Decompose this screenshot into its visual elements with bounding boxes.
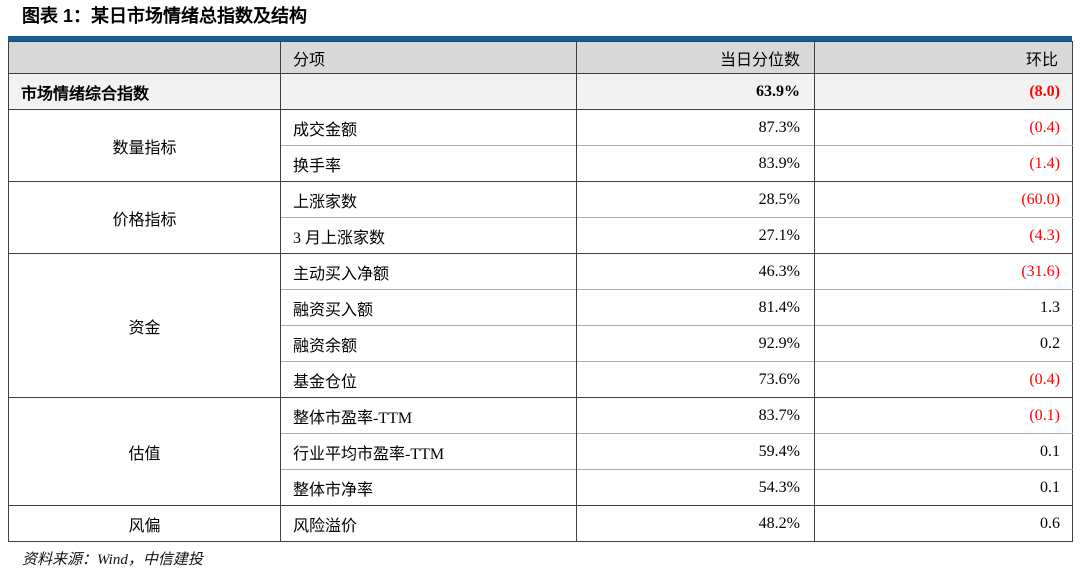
change-cell: (1.4) [814, 145, 1073, 182]
percentile-cell: 28.5% [576, 181, 815, 218]
table-row: 资金 主动买入净额 46.3% (31.6) [8, 253, 1073, 398]
subitem-cell: 整体市盈率-TTM [280, 397, 577, 434]
change-cell: (31.6) [814, 253, 1073, 290]
percentile-cell: 27.1% [576, 217, 815, 254]
percentile-cell: 83.7% [576, 397, 815, 434]
summary-percentile: 63.9% [576, 73, 815, 110]
change-cell: (4.3) [814, 217, 1073, 254]
data-table: 分项 当日分位数 环比 市场情绪综合指数 63.9% (8.0) 数量指标 成交金额 87… [8, 41, 1073, 542]
subitem-cell: 风险溢价 [280, 505, 577, 542]
subitem-cell: 换手率 [280, 145, 577, 182]
subitem-cell: 行业平均市盈率-TTM [280, 433, 577, 470]
category-cell: 估值 [8, 397, 281, 506]
percentile-cell: 83.9% [576, 145, 815, 182]
change-cell: 0.1 [814, 469, 1073, 506]
subitem-cell: 基金仓位 [280, 361, 577, 398]
percentile-cell: 54.3% [576, 469, 815, 506]
summary-subitem [280, 73, 577, 110]
subitem-cell: 融资买入额 [280, 289, 577, 326]
category-cell: 数量指标 [8, 109, 281, 182]
table-row: 融资买入额 81.4% 1.3 [9, 289, 1073, 326]
table-body: 市场情绪综合指数 63.9% (8.0) 数量指标 成交金额 87.3% (0.4) 换手率 8… [8, 73, 1073, 542]
subitem-cell: 整体市净率 [280, 469, 577, 506]
summary-change: (8.0) [814, 73, 1073, 110]
header-row: 分项 当日分位数 环比 [8, 41, 1073, 74]
table-row: 数量指标 成交金额 87.3% (0.4) [8, 109, 1073, 182]
table-row: 风偏 风险溢价 48.2% 0.6 [8, 505, 1073, 542]
subitem-cell: 成交金额 [280, 109, 577, 146]
subitem-cell: 主动买入净额 [280, 253, 577, 290]
category-cell: 资金 [8, 253, 281, 398]
header-category [8, 41, 281, 74]
figure-title: 图表 1：某日市场情绪总指数及结构 [22, 6, 308, 26]
table-row: 估值 整体市盈率-TTM 83.7% (0.1) [8, 397, 1073, 506]
header-subitem: 分项 [280, 41, 577, 74]
category-cell: 价格指标 [8, 181, 281, 254]
percentile-cell: 92.9% [576, 325, 815, 362]
category-cell: 风偏 [8, 505, 281, 542]
summary-row: 市场情绪综合指数 63.9% (8.0) [8, 73, 1073, 110]
table-row: 整体市净率 54.3% 0.1 [9, 469, 1073, 506]
change-cell: (0.1) [814, 397, 1073, 434]
table-row: 基金仓位 73.6% (0.4) [9, 361, 1073, 398]
source-note: 资料来源：Wind，中信建投 [22, 552, 203, 568]
percentile-cell: 46.3% [576, 253, 815, 290]
change-cell: (60.0) [814, 181, 1073, 218]
percentile-cell: 87.3% [576, 109, 815, 146]
table-row: 融资余额 92.9% 0.2 [9, 325, 1073, 362]
subitem-cell: 上涨家数 [280, 181, 577, 218]
change-cell: 0.6 [814, 505, 1073, 542]
change-cell: (0.4) [814, 361, 1073, 398]
percentile-cell: 81.4% [576, 289, 815, 326]
percentile-cell: 48.2% [576, 505, 815, 542]
sentiment-index-table: 分项 当日分位数 环比 市场情绪综合指数 63.9% (8.0) 数量指标 成交金额 87… [8, 36, 1073, 542]
table-top-accent-bar [8, 36, 1072, 41]
change-cell: 1.3 [814, 289, 1073, 326]
change-cell: 0.2 [814, 325, 1073, 362]
table-row: 行业平均市盈率-TTM 59.4% 0.1 [9, 433, 1073, 470]
header-percentile: 当日分位数 [576, 41, 815, 74]
table-row: 换手率 83.9% (1.4) [9, 145, 1073, 182]
change-cell: 0.1 [814, 433, 1073, 470]
summary-label: 市场情绪综合指数 [8, 73, 281, 110]
subitem-cell: 3 月上涨家数 [280, 217, 577, 254]
table-row: 价格指标 上涨家数 28.5% (60.0) [8, 181, 1073, 254]
table-row: 3 月上涨家数 27.1% (4.3) [9, 217, 1073, 254]
percentile-cell: 59.4% [576, 433, 815, 470]
subitem-cell: 融资余额 [280, 325, 577, 362]
percentile-cell: 73.6% [576, 361, 815, 398]
header-change: 环比 [814, 41, 1073, 74]
change-cell: (0.4) [814, 109, 1073, 146]
